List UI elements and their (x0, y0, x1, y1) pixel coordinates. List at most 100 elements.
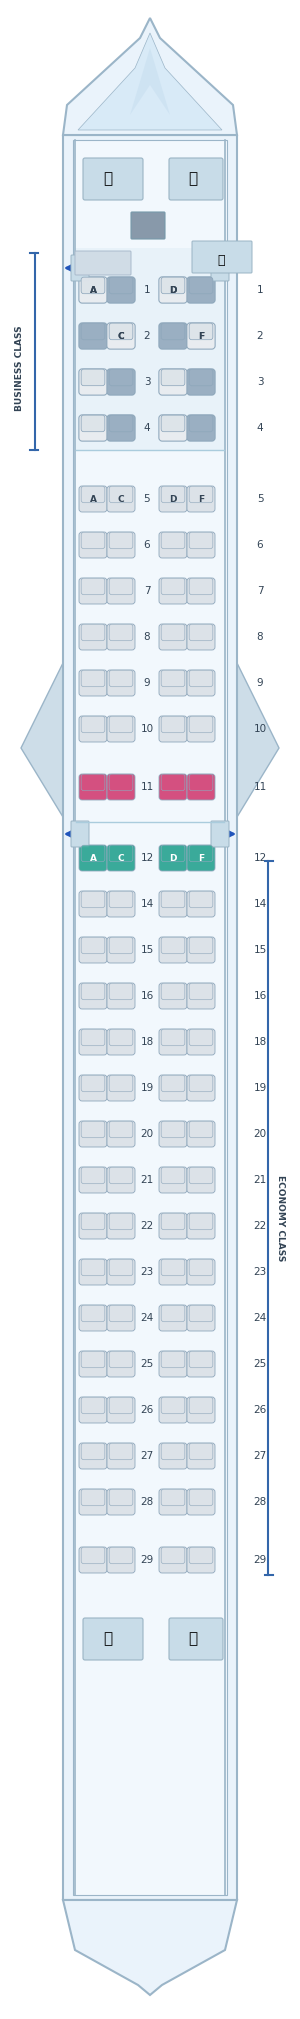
Text: 26: 26 (140, 1405, 154, 1415)
Text: 20: 20 (254, 1129, 267, 1139)
FancyBboxPatch shape (187, 323, 215, 349)
FancyBboxPatch shape (187, 531, 215, 557)
FancyBboxPatch shape (159, 1397, 187, 1423)
FancyBboxPatch shape (187, 323, 215, 349)
Text: 3: 3 (257, 378, 263, 388)
FancyBboxPatch shape (81, 533, 105, 549)
FancyBboxPatch shape (192, 240, 252, 273)
FancyBboxPatch shape (81, 1076, 105, 1092)
FancyBboxPatch shape (187, 369, 215, 396)
FancyBboxPatch shape (79, 773, 107, 800)
FancyBboxPatch shape (79, 577, 107, 604)
FancyBboxPatch shape (189, 890, 213, 909)
FancyBboxPatch shape (81, 1397, 105, 1413)
FancyBboxPatch shape (161, 416, 185, 432)
Text: 27: 27 (254, 1452, 267, 1462)
FancyBboxPatch shape (189, 1444, 213, 1460)
FancyBboxPatch shape (161, 717, 185, 733)
FancyBboxPatch shape (159, 937, 187, 963)
FancyBboxPatch shape (159, 1260, 187, 1284)
Text: D: D (169, 285, 177, 295)
FancyBboxPatch shape (161, 1030, 185, 1046)
Text: 11: 11 (140, 781, 154, 791)
FancyBboxPatch shape (187, 1547, 215, 1573)
FancyBboxPatch shape (189, 1397, 213, 1413)
FancyBboxPatch shape (187, 1167, 215, 1193)
FancyBboxPatch shape (107, 1074, 135, 1100)
FancyBboxPatch shape (107, 1260, 135, 1284)
FancyBboxPatch shape (189, 1547, 213, 1563)
Text: 🥤: 🥤 (188, 1631, 198, 1648)
FancyBboxPatch shape (81, 890, 105, 909)
FancyBboxPatch shape (109, 670, 133, 686)
Text: 14: 14 (140, 898, 154, 909)
Text: 🥤: 🥤 (188, 172, 198, 186)
FancyBboxPatch shape (107, 323, 135, 349)
FancyBboxPatch shape (79, 323, 107, 349)
FancyBboxPatch shape (161, 416, 185, 432)
FancyBboxPatch shape (159, 531, 187, 557)
Text: 19: 19 (140, 1082, 154, 1092)
Text: 29: 29 (254, 1555, 267, 1565)
FancyBboxPatch shape (189, 487, 213, 503)
FancyBboxPatch shape (189, 1351, 213, 1367)
FancyBboxPatch shape (107, 1121, 135, 1147)
FancyBboxPatch shape (187, 1397, 215, 1423)
FancyBboxPatch shape (161, 624, 185, 640)
FancyBboxPatch shape (131, 212, 165, 238)
FancyBboxPatch shape (107, 1444, 135, 1470)
Text: F: F (198, 854, 204, 862)
FancyBboxPatch shape (161, 670, 185, 686)
FancyBboxPatch shape (161, 1490, 185, 1506)
Text: 8: 8 (257, 632, 263, 642)
FancyBboxPatch shape (189, 1260, 213, 1276)
Text: 8: 8 (144, 632, 150, 642)
FancyBboxPatch shape (81, 416, 105, 432)
FancyBboxPatch shape (169, 157, 223, 200)
FancyBboxPatch shape (189, 937, 213, 953)
Text: 7: 7 (257, 586, 263, 596)
FancyBboxPatch shape (189, 577, 213, 596)
FancyBboxPatch shape (81, 1213, 105, 1230)
FancyBboxPatch shape (107, 1397, 135, 1423)
FancyBboxPatch shape (109, 937, 133, 953)
Text: 21: 21 (254, 1175, 267, 1185)
FancyBboxPatch shape (161, 773, 185, 791)
FancyBboxPatch shape (161, 846, 185, 862)
Text: 16: 16 (140, 991, 154, 1001)
FancyBboxPatch shape (161, 1213, 185, 1230)
Text: A: A (89, 854, 97, 862)
FancyBboxPatch shape (79, 416, 107, 440)
FancyBboxPatch shape (187, 1444, 215, 1470)
FancyBboxPatch shape (159, 983, 187, 1010)
FancyBboxPatch shape (79, 416, 107, 440)
FancyBboxPatch shape (189, 717, 213, 733)
Text: 10: 10 (140, 725, 154, 735)
Text: A: A (89, 285, 97, 295)
Text: 22: 22 (254, 1221, 267, 1232)
FancyBboxPatch shape (189, 846, 213, 862)
FancyBboxPatch shape (107, 277, 135, 303)
FancyBboxPatch shape (107, 1167, 135, 1193)
FancyBboxPatch shape (71, 254, 89, 281)
FancyBboxPatch shape (107, 531, 135, 557)
FancyBboxPatch shape (159, 1444, 187, 1470)
Polygon shape (63, 1900, 237, 1995)
Polygon shape (21, 662, 63, 818)
Text: 5: 5 (257, 495, 263, 505)
FancyBboxPatch shape (159, 277, 187, 303)
FancyBboxPatch shape (71, 822, 89, 848)
FancyBboxPatch shape (187, 277, 215, 303)
FancyBboxPatch shape (109, 1167, 133, 1183)
Text: 27: 27 (140, 1452, 154, 1462)
Text: 10: 10 (254, 725, 267, 735)
FancyBboxPatch shape (161, 1397, 185, 1413)
FancyBboxPatch shape (187, 1260, 215, 1284)
FancyBboxPatch shape (107, 983, 135, 1010)
FancyBboxPatch shape (189, 1213, 213, 1230)
FancyBboxPatch shape (159, 1547, 187, 1573)
FancyBboxPatch shape (159, 1074, 187, 1100)
FancyBboxPatch shape (109, 416, 133, 432)
FancyBboxPatch shape (189, 416, 213, 432)
FancyBboxPatch shape (189, 277, 213, 293)
